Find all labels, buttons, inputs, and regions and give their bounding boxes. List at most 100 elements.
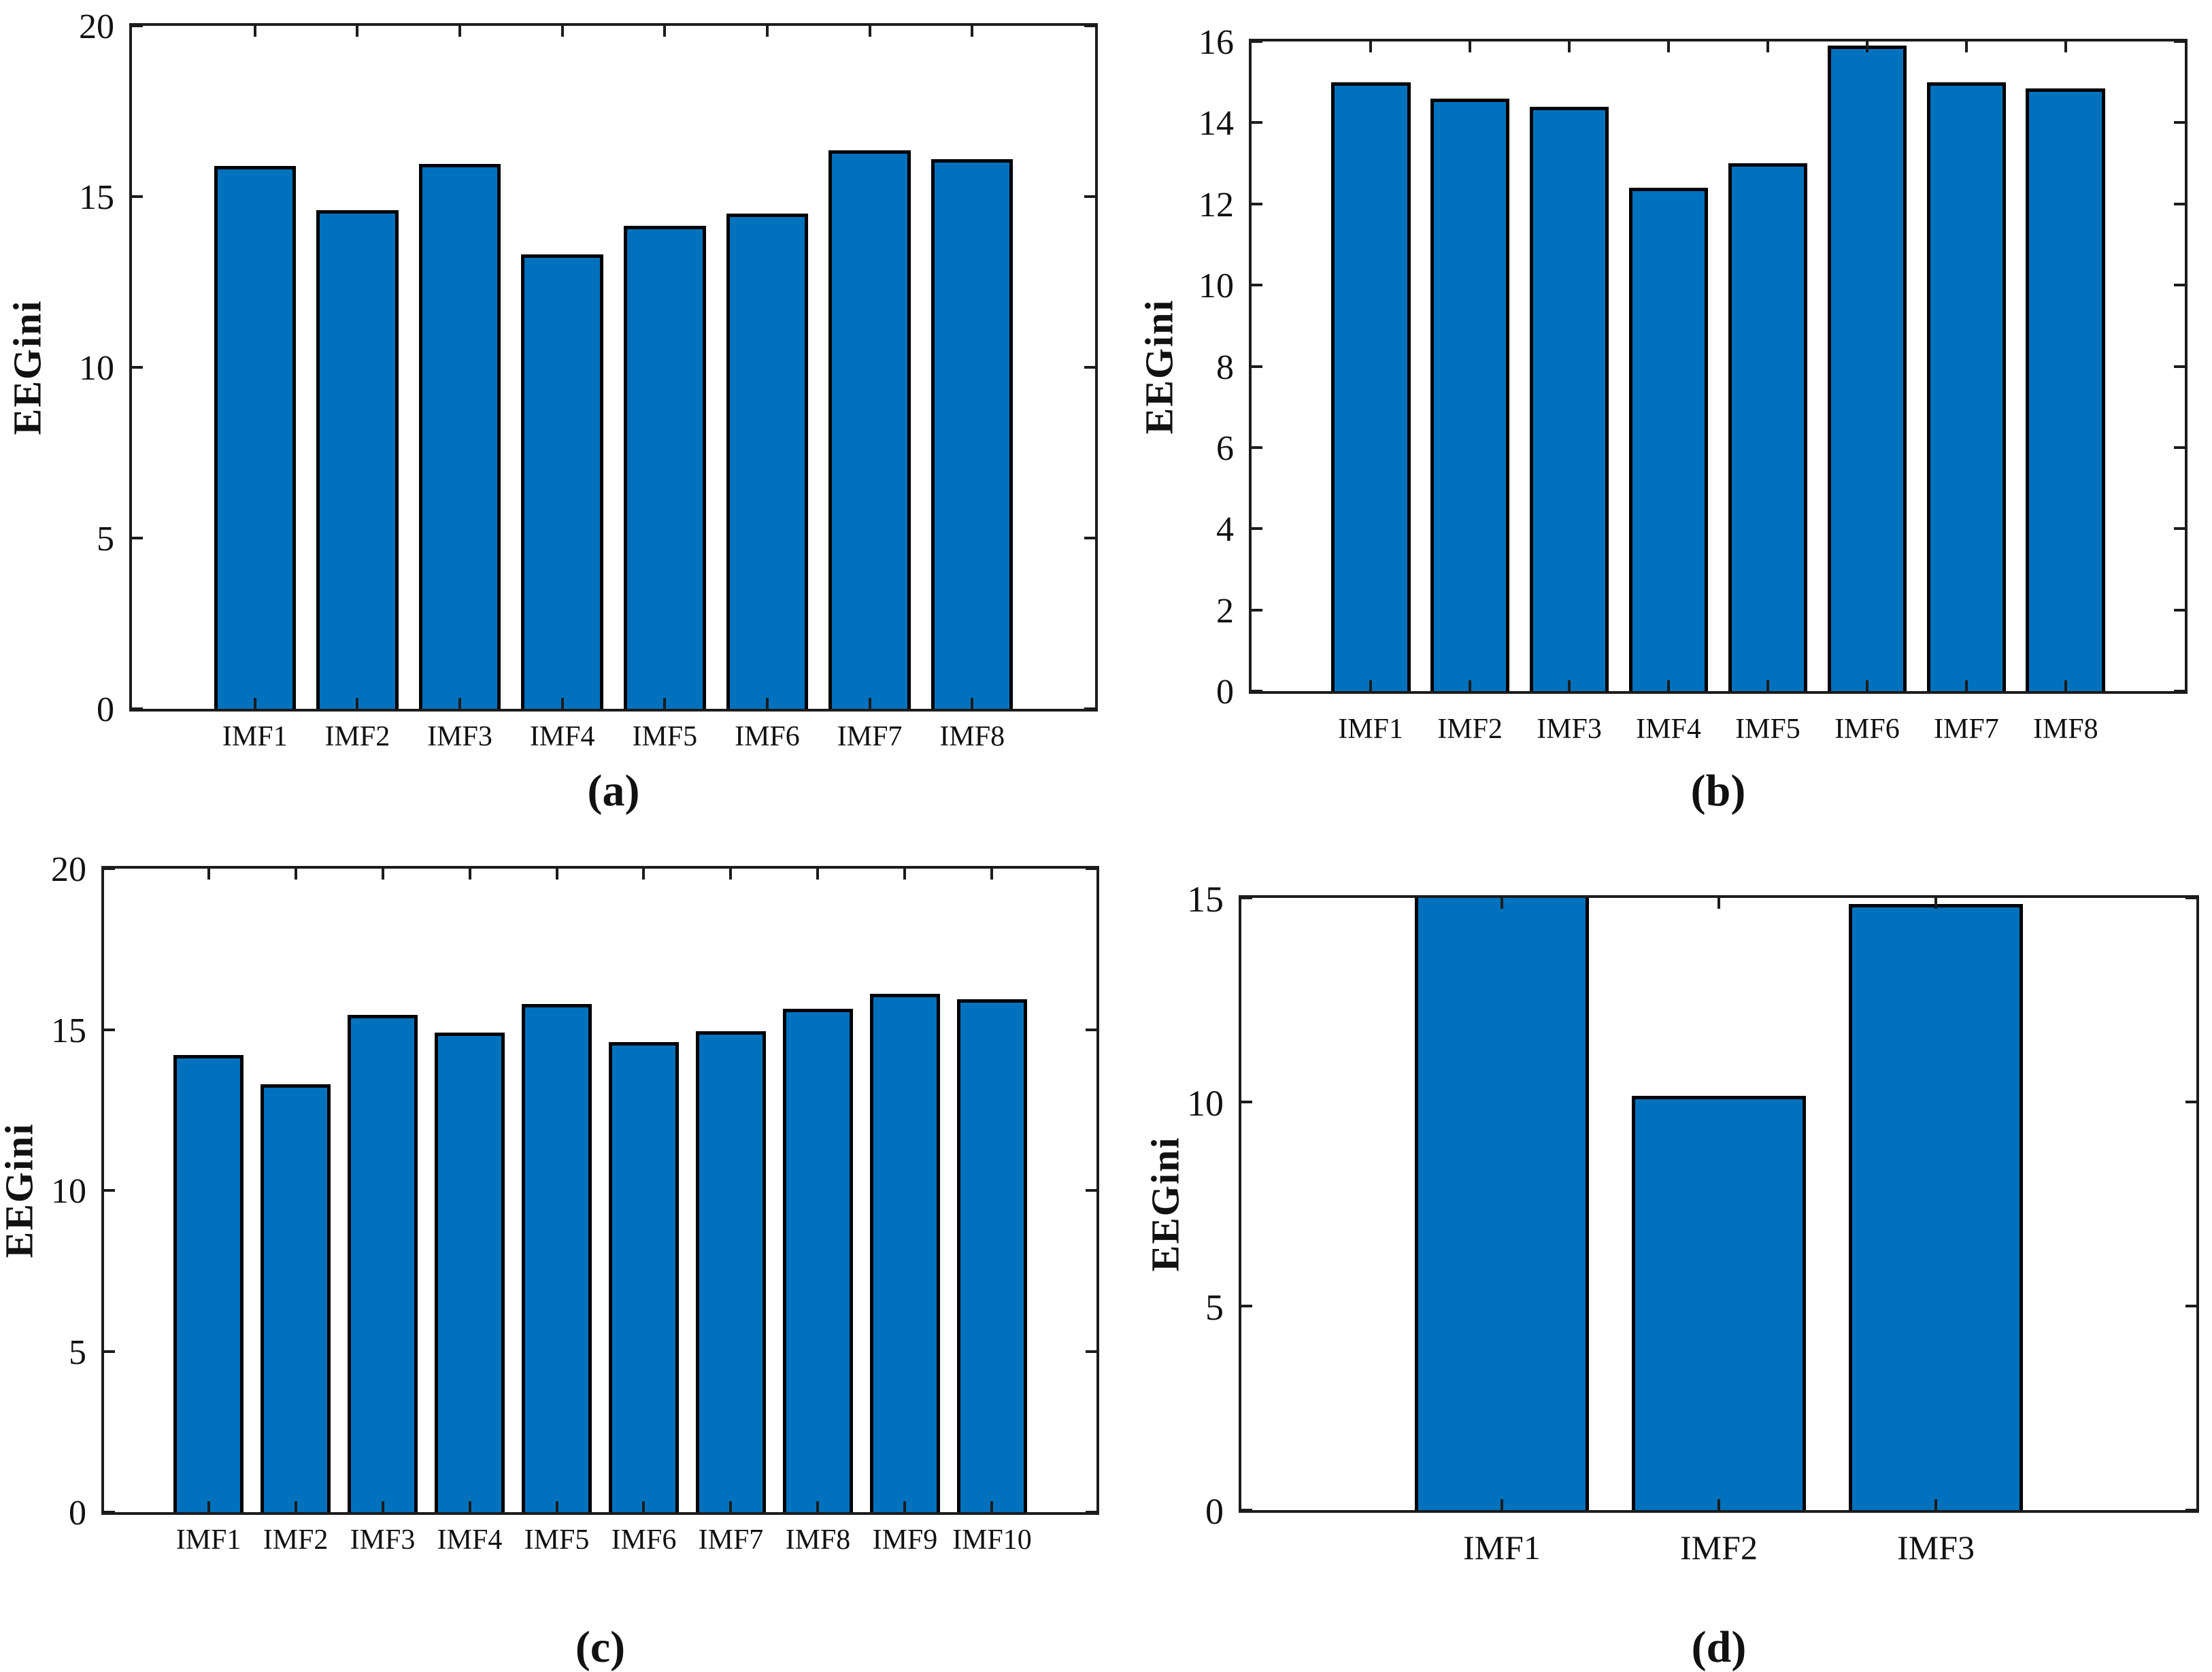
x-tick-label-IMF6: IMF6 bbox=[735, 721, 800, 752]
y-tick-label-10: 10 bbox=[1187, 1083, 1224, 1124]
x-tick-bottom-IMF5 bbox=[555, 1501, 558, 1512]
y-tick-left-4 bbox=[1252, 527, 1262, 531]
x-tick-bottom-IMF7 bbox=[868, 698, 871, 709]
x-tick-label-IMF6: IMF6 bbox=[611, 1524, 677, 1556]
y-tick-right-10 bbox=[1086, 1189, 1096, 1192]
bar-IMF4 bbox=[521, 254, 603, 709]
panel-caption: (a) bbox=[587, 766, 640, 816]
x-tick-top-IMF8 bbox=[816, 869, 820, 880]
y-tick-left-0 bbox=[1241, 1509, 1252, 1510]
x-tick-top-IMF2 bbox=[1469, 41, 1472, 52]
y-tick-label-0: 0 bbox=[1205, 1491, 1224, 1532]
x-tick-bottom-IMF2 bbox=[294, 1501, 297, 1512]
plot-area bbox=[101, 866, 1099, 1515]
x-tick-top-IMF2 bbox=[294, 869, 297, 880]
x-tick-label-IMF5: IMF5 bbox=[1735, 714, 1800, 745]
y-tick-left-8 bbox=[1252, 365, 1262, 368]
x-tick-bottom-IMF6 bbox=[1865, 680, 1869, 691]
y-tick-right-10 bbox=[1084, 366, 1095, 369]
x-tick-bottom-IMF1 bbox=[1369, 680, 1373, 691]
x-tick-top-IMF1 bbox=[1369, 41, 1373, 52]
y-tick-label-10: 10 bbox=[1199, 267, 1234, 306]
x-tick-bottom-IMF4 bbox=[1667, 680, 1671, 691]
y-tick-label-8: 8 bbox=[1216, 348, 1234, 387]
y-tick-left-0 bbox=[1252, 690, 1262, 691]
x-tick-top-IMF4 bbox=[560, 26, 564, 37]
panel-b: EEGini (b) IMF1 IMF2 IMF3 IMF4 IMF5 IMF6 IMF7 I… bbox=[1106, 0, 2212, 836]
x-tick-top-IMF6 bbox=[765, 26, 769, 37]
y-tick-label-4: 4 bbox=[1216, 510, 1234, 550]
y-tick-label-12: 12 bbox=[1199, 185, 1234, 224]
x-tick-top-IMF7 bbox=[729, 869, 733, 880]
x-tick-bottom-IMF4 bbox=[468, 1501, 471, 1512]
y-tick-left-15 bbox=[1241, 898, 1252, 899]
bar-IMF2 bbox=[261, 1084, 331, 1512]
x-tick-top-IMF3 bbox=[1934, 898, 1938, 909]
x-tick-label-IMF7: IMF7 bbox=[698, 1524, 764, 1556]
x-tick-bottom-IMF8 bbox=[2064, 680, 2067, 691]
y-tick-left-10 bbox=[1252, 284, 1262, 287]
bar-IMF7 bbox=[696, 1031, 766, 1512]
x-tick-label-IMF1: IMF1 bbox=[222, 721, 288, 752]
bar-IMF6 bbox=[609, 1042, 679, 1512]
y-tick-left-10 bbox=[132, 366, 143, 369]
x-tick-top-IMF2 bbox=[356, 26, 359, 37]
y-tick-left-15 bbox=[104, 1028, 115, 1031]
x-tick-label-IMF3: IMF3 bbox=[1897, 1528, 1975, 1567]
bar-IMF7 bbox=[828, 150, 911, 709]
x-tick-label-IMF2: IMF2 bbox=[1680, 1528, 1758, 1567]
x-tick-bottom-IMF3 bbox=[458, 698, 462, 709]
y-tick-left-12 bbox=[1252, 202, 1262, 205]
x-tick-top-IMF3 bbox=[1568, 41, 1571, 52]
bar-IMF4 bbox=[435, 1033, 505, 1512]
y-tick-right-6 bbox=[2174, 446, 2185, 449]
y-tick-right-2 bbox=[2174, 608, 2185, 612]
y-tick-label-5: 5 bbox=[1205, 1287, 1224, 1328]
y-tick-left-15 bbox=[132, 195, 143, 198]
bar-IMF3 bbox=[348, 1015, 418, 1512]
y-tick-right-5 bbox=[1086, 1350, 1096, 1353]
y-tick-right-14 bbox=[2174, 121, 2185, 124]
y-tick-left-16 bbox=[1252, 41, 1262, 43]
y-tick-right-0 bbox=[2174, 690, 2185, 691]
x-tick-label-IMF3: IMF3 bbox=[350, 1524, 416, 1556]
x-tick-label-IMF1: IMF1 bbox=[1338, 714, 1403, 745]
y-tick-label-2: 2 bbox=[1216, 591, 1234, 631]
y-tick-label-15: 15 bbox=[1187, 879, 1224, 920]
x-tick-bottom-IMF4 bbox=[560, 698, 564, 709]
y-tick-left-5 bbox=[1241, 1305, 1252, 1307]
x-tick-bottom-IMF3 bbox=[1568, 680, 1571, 691]
x-tick-top-IMF1 bbox=[207, 869, 210, 880]
x-tick-label-IMF3: IMF3 bbox=[1537, 714, 1602, 745]
y-tick-right-5 bbox=[1084, 537, 1095, 539]
x-tick-label-IMF10: IMF10 bbox=[952, 1524, 1032, 1556]
bar-IMF3 bbox=[1529, 106, 1609, 691]
bar-IMF10 bbox=[957, 999, 1027, 1512]
x-tick-bottom-IMF2 bbox=[356, 698, 359, 709]
bar-IMF2 bbox=[1430, 98, 1510, 691]
bar-IMF8 bbox=[783, 1008, 853, 1512]
bar-IMF3 bbox=[418, 164, 501, 709]
plot-area bbox=[1249, 39, 2188, 694]
x-tick-label-IMF1: IMF1 bbox=[1462, 1528, 1541, 1567]
bar-IMF2 bbox=[1632, 1096, 1806, 1510]
y-tick-label-20: 20 bbox=[79, 7, 114, 46]
y-tick-label-6: 6 bbox=[1216, 429, 1234, 468]
x-tick-bottom-IMF2 bbox=[1717, 1499, 1720, 1510]
x-tick-top-IMF1 bbox=[1500, 898, 1503, 909]
x-tick-bottom-IMF8 bbox=[971, 698, 974, 709]
y-tick-left-20 bbox=[132, 26, 143, 27]
x-tick-bottom-IMF1 bbox=[207, 1501, 210, 1512]
x-tick-label-IMF5: IMF5 bbox=[524, 1524, 590, 1556]
bar-IMF1 bbox=[1415, 898, 1589, 1510]
bar-IMF4 bbox=[1628, 187, 1709, 691]
y-tick-right-20 bbox=[1086, 869, 1096, 870]
bar-IMF1 bbox=[173, 1055, 244, 1512]
y-tick-right-4 bbox=[2174, 527, 2185, 531]
y-tick-right-10 bbox=[2174, 284, 2185, 287]
y-tick-left-20 bbox=[104, 869, 115, 870]
panel-d: EEGini (d) IMF1 IMF2 IMF3 0 5 10 15 bbox=[1106, 836, 2212, 1672]
y-tick-right-10 bbox=[2185, 1101, 2196, 1103]
y-tick-label-5: 5 bbox=[97, 520, 114, 558]
panel-caption: (c) bbox=[575, 1622, 626, 1672]
